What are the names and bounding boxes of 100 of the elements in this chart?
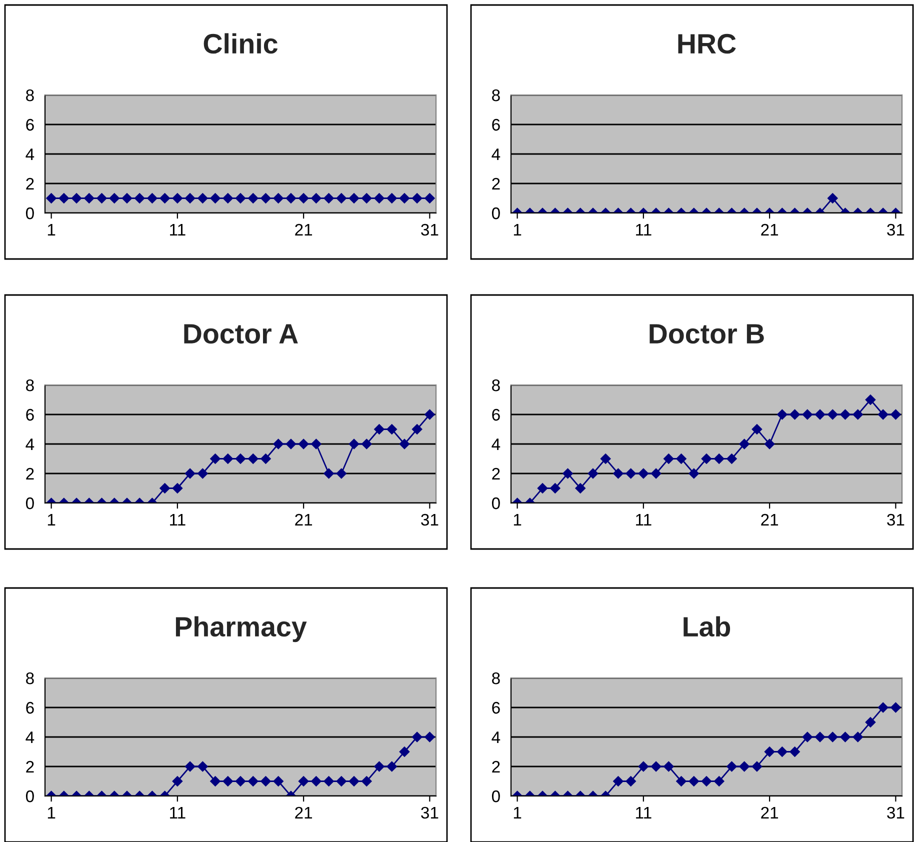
point xyxy=(600,454,611,464)
chart-title: Lab xyxy=(684,616,730,637)
point xyxy=(638,468,649,479)
point xyxy=(878,409,888,420)
x-tick-label: 11 xyxy=(636,807,652,818)
x-tick-label: 11 xyxy=(170,807,186,818)
point xyxy=(890,702,901,713)
y-tick-label: 2 xyxy=(492,178,500,190)
y-tick-label: 0 xyxy=(492,207,500,220)
x-tick-label: 11 xyxy=(170,514,186,526)
x-tick-label: 31 xyxy=(421,514,438,526)
point xyxy=(374,424,384,434)
x-tick-label: 31 xyxy=(421,224,438,236)
point xyxy=(814,732,826,742)
x-tick-label: 21 xyxy=(295,806,312,818)
point xyxy=(286,438,296,450)
point xyxy=(650,761,662,772)
y-tick-label: 8 xyxy=(492,89,500,102)
x-tick-label: 11 xyxy=(636,514,652,526)
x-tick-label: 31 xyxy=(887,224,904,236)
x-tick-label: 21 xyxy=(295,514,312,526)
point xyxy=(399,438,410,450)
point xyxy=(852,732,863,742)
x-tick-label: 11 xyxy=(170,224,186,236)
point xyxy=(273,438,284,450)
y-tick-label: 4 xyxy=(492,438,500,450)
y-tick-label: 4 xyxy=(26,732,34,744)
y-tick-label: 0 xyxy=(492,790,500,802)
point xyxy=(362,438,372,450)
chart-title: Doctor A xyxy=(184,324,298,344)
point xyxy=(235,454,246,464)
point xyxy=(184,468,196,479)
point xyxy=(752,424,762,434)
point xyxy=(626,468,636,479)
x-tick-label: 21 xyxy=(761,806,778,818)
point xyxy=(550,483,560,494)
y-tick-label: 0 xyxy=(492,497,500,510)
y-tick-label: 2 xyxy=(492,760,500,773)
point xyxy=(537,483,548,494)
point xyxy=(714,454,724,464)
point xyxy=(865,394,876,405)
x-tick-label: 1 xyxy=(48,224,56,236)
point xyxy=(726,761,737,772)
point xyxy=(198,468,208,479)
point xyxy=(828,732,838,742)
point xyxy=(588,468,598,479)
point xyxy=(664,761,674,772)
y-tick-label: 2 xyxy=(26,760,34,773)
point xyxy=(777,409,788,420)
point xyxy=(412,424,422,434)
point xyxy=(248,454,258,464)
point xyxy=(676,454,686,464)
point xyxy=(726,454,737,464)
point xyxy=(210,454,220,464)
y-tick-label: 6 xyxy=(492,118,500,131)
x-tick-label: 21 xyxy=(761,514,778,526)
point xyxy=(739,438,750,450)
x-tick-label: 1 xyxy=(514,807,522,818)
point xyxy=(840,732,850,742)
point xyxy=(260,454,271,464)
point xyxy=(814,409,826,420)
point xyxy=(222,454,233,464)
x-tick-label: 1 xyxy=(514,514,522,526)
x-tick-label: 11 xyxy=(636,224,652,236)
y-tick-label: 6 xyxy=(26,408,34,421)
chart-title: Clinic xyxy=(204,33,278,54)
chart-title: Doctor B xyxy=(650,324,764,344)
point xyxy=(852,409,863,420)
point xyxy=(638,761,649,772)
point xyxy=(701,454,712,464)
y-tick-label: 0 xyxy=(26,497,34,510)
x-tick-label: 1 xyxy=(48,807,56,818)
point xyxy=(714,776,724,786)
point xyxy=(424,409,435,420)
point xyxy=(764,438,775,450)
y-tick-label: 6 xyxy=(26,702,34,714)
point xyxy=(676,776,686,786)
x-tick-label: 21 xyxy=(761,224,778,236)
y-tick-label: 6 xyxy=(492,408,500,421)
y-tick-label: 8 xyxy=(26,89,34,102)
point xyxy=(688,468,699,479)
point xyxy=(802,409,813,420)
point xyxy=(575,483,586,494)
point xyxy=(324,468,334,479)
x-tick-label: 21 xyxy=(295,224,312,236)
point xyxy=(865,717,876,728)
point xyxy=(664,454,674,464)
point xyxy=(311,438,322,450)
chart-title: HRC xyxy=(678,34,736,54)
y-tick-label: 6 xyxy=(26,118,34,131)
x-tick-label: 1 xyxy=(48,514,56,526)
point xyxy=(613,468,624,479)
y-tick-label: 2 xyxy=(26,178,34,190)
point xyxy=(802,732,813,742)
point xyxy=(688,776,699,786)
y-tick-label: 4 xyxy=(492,148,500,160)
y-tick-label: 2 xyxy=(26,468,34,480)
y-tick-label: 0 xyxy=(26,790,34,802)
point xyxy=(386,424,397,434)
x-tick-label: 1 xyxy=(514,224,522,236)
